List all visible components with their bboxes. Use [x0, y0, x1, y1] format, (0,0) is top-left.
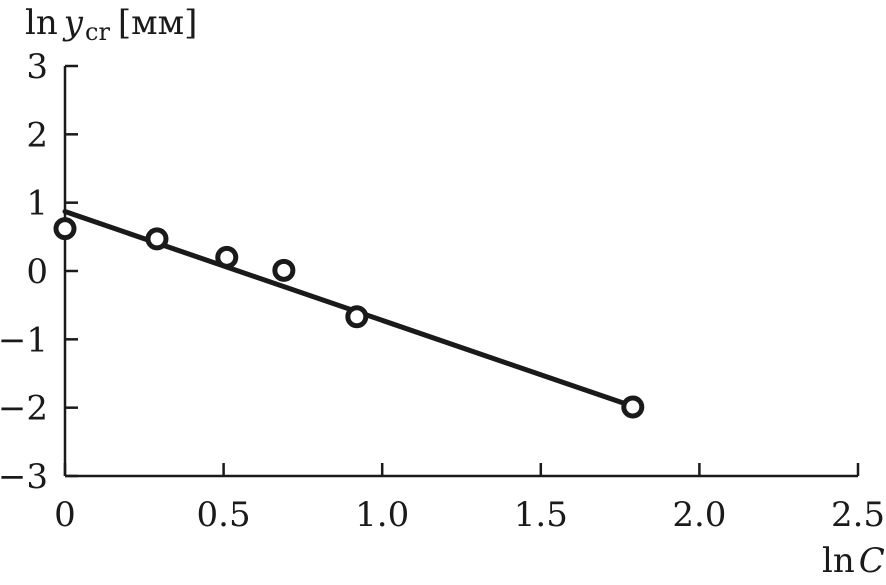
- x-tick-label: 0.5: [197, 495, 251, 535]
- data-point: [621, 395, 645, 419]
- y-tick-label: 0: [26, 252, 48, 292]
- data-point: [145, 227, 169, 251]
- y-axis-title-unit: [мм]: [118, 3, 197, 43]
- data-point: [53, 217, 77, 241]
- x-tick-label: 2.5: [831, 495, 885, 535]
- y-axis-title: ln ycr [мм]: [25, 3, 197, 46]
- x-axis-title-prefix: ln: [822, 541, 855, 581]
- y-tick-label: −2: [0, 389, 48, 429]
- axes: [63, 66, 858, 478]
- y-tick-label: −1: [0, 320, 48, 360]
- data-points: [53, 217, 645, 419]
- y-axis-title-subscript: cr: [85, 18, 110, 46]
- x-axis-title: ln C: [822, 541, 885, 581]
- y-tick-label: −3: [0, 457, 48, 497]
- x-axis-title-variable: C: [859, 541, 885, 581]
- y-tick-label: 3: [26, 47, 48, 87]
- data-point: [215, 245, 239, 269]
- y-axis-title-prefix: ln: [25, 3, 58, 43]
- y-axis-title-variable: y: [62, 3, 84, 43]
- y-tick-label: 2: [26, 115, 48, 155]
- x-tick-label: 0: [54, 495, 76, 535]
- x-tick-label: 1.5: [514, 495, 568, 535]
- ticks: [63, 64, 860, 478]
- tick-labels: −3 −2 −1 0 1 2 3 0 0.5 1.0 1.5 2.0 2.5: [0, 47, 885, 535]
- x-tick-label: 2.0: [672, 495, 726, 535]
- data-point: [345, 305, 369, 329]
- y-tick-label: 1: [26, 184, 48, 224]
- x-tick-label: 1.0: [355, 495, 409, 535]
- data-point: [272, 258, 296, 282]
